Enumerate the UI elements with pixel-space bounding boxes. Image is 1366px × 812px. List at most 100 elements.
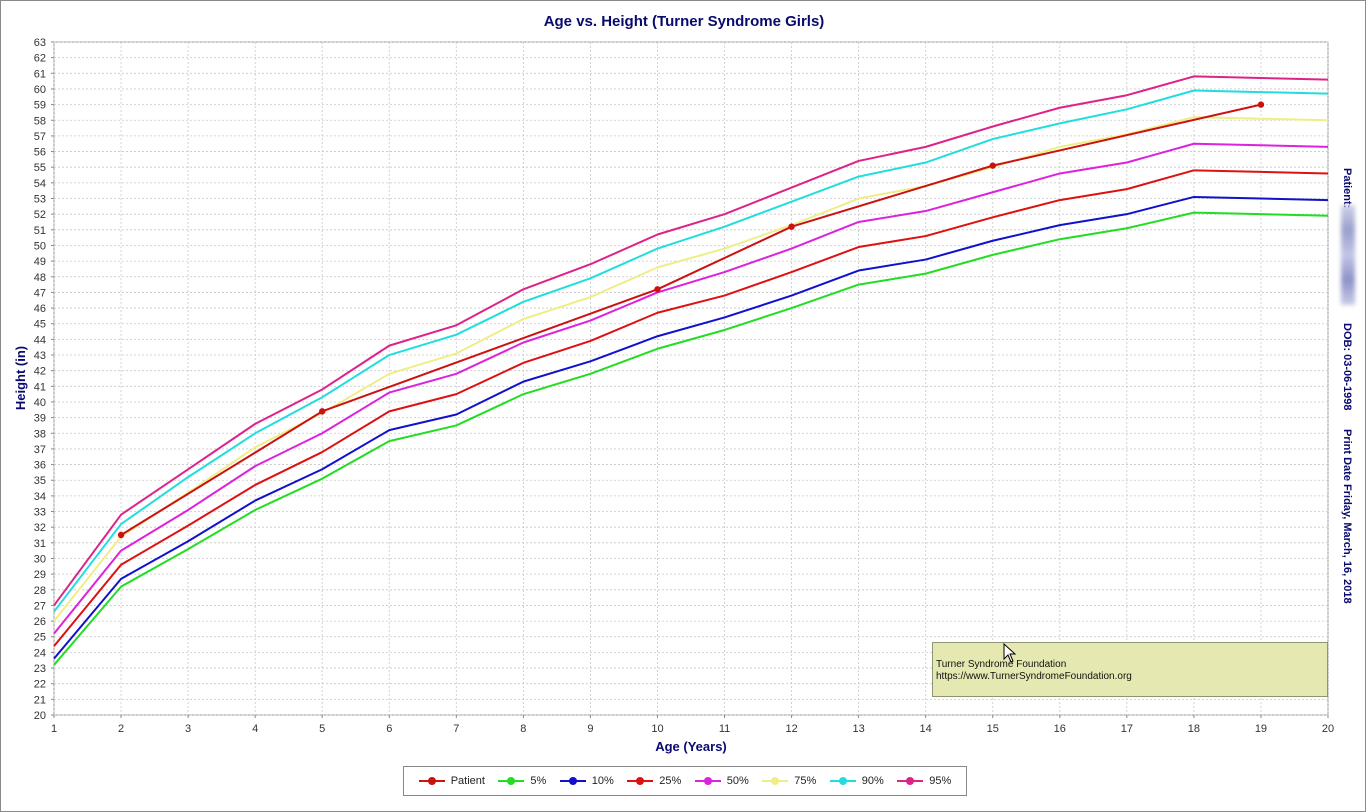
x-tick-label: 4	[252, 723, 258, 735]
y-tick-label: 36	[34, 460, 46, 472]
patient-series	[117, 101, 1265, 539]
x-tick-label: 5	[319, 723, 325, 735]
x-tick-label: 19	[1255, 723, 1267, 735]
legend-swatch	[498, 776, 525, 786]
legend-label: 10%	[591, 775, 614, 787]
y-tick-label: 37	[34, 444, 46, 456]
patient-line	[120, 103, 1262, 536]
dob-label: DOB: 03-06-1998	[1341, 323, 1353, 410]
legend-item: 95%	[897, 775, 951, 787]
redacted-patient-name	[1341, 205, 1355, 305]
x-tick-label: 15	[987, 723, 999, 735]
y-tick-label: 60	[34, 84, 46, 96]
y-tick-label: 29	[34, 569, 46, 581]
legend-label: Patient	[450, 775, 485, 787]
y-tick-label: 26	[34, 616, 46, 628]
y-tick-label: 33	[34, 507, 46, 519]
y-axis-ticks: 20 21 22 23 24 25 26 27 28 29 30 31 32 33 34 35 36 37 38 39…	[34, 37, 54, 722]
x-tick-label: 16	[1054, 723, 1066, 735]
legend-item: 90%	[829, 775, 884, 787]
series-lines	[53, 75, 1329, 666]
print-date-label: Print Date Friday, March, 16, 2018	[1341, 429, 1353, 604]
y-tick-label: 38	[34, 428, 46, 440]
y-tick-label: 59	[34, 100, 46, 112]
y-tick-label: 44	[34, 334, 46, 346]
legend-label: 90%	[861, 775, 884, 787]
y-tick-label: 54	[34, 178, 46, 190]
plot-area	[53, 41, 1329, 716]
y-tick-label: 21	[34, 694, 46, 706]
series-line-75pct	[53, 116, 1329, 622]
foundation-annotation-box: Turner Syndrome Foundation https://www.T…	[932, 642, 1328, 697]
x-tick-label: 20	[1322, 723, 1334, 735]
y-tick-label: 56	[34, 147, 46, 159]
legend-swatch	[694, 776, 721, 786]
y-tick-label: 48	[34, 272, 46, 284]
legend-item: 25%	[627, 775, 681, 787]
y-tick-label: 43	[34, 350, 46, 362]
patient-point	[654, 286, 661, 293]
y-tick-label: 47	[34, 287, 46, 299]
legend-item: 5%	[498, 775, 546, 787]
patient-label: Patient:	[1341, 168, 1353, 208]
y-tick-label: 62	[34, 53, 46, 65]
x-tick-label: 3	[185, 723, 191, 735]
y-tick-label: 24	[34, 647, 46, 659]
legend-swatch	[897, 776, 924, 786]
x-tick-label: 11	[719, 723, 730, 735]
y-tick-label: 49	[34, 256, 46, 268]
legend-label: 25%	[659, 775, 682, 787]
legend-label: 50%	[726, 775, 749, 787]
x-tick-label: 17	[1121, 723, 1133, 735]
y-tick-label: 39	[34, 413, 46, 425]
y-tick-label: 32	[34, 522, 46, 534]
y-tick-label: 46	[34, 303, 46, 315]
patient-point	[989, 162, 996, 169]
legend-item: Patient	[418, 775, 485, 787]
x-tick-label: 2	[118, 723, 124, 735]
patient-point	[1257, 101, 1265, 108]
y-tick-label: 61	[34, 68, 46, 80]
y-tick-label: 22	[34, 679, 46, 691]
y-tick-label: 55	[34, 162, 46, 174]
x-axis-label: Age (Years)	[655, 739, 727, 754]
x-tick-label: 18	[1188, 723, 1200, 735]
legend-label: 95%	[929, 775, 952, 787]
legend-swatch	[762, 776, 789, 786]
legend-swatch	[627, 776, 654, 786]
x-tick-label: 14	[920, 723, 932, 735]
y-tick-label: 51	[34, 225, 46, 237]
legend-label: 5%	[530, 775, 547, 787]
series-line-25pct	[53, 169, 1329, 647]
y-tick-label: 52	[34, 209, 46, 221]
y-tick-label: 45	[34, 319, 46, 331]
legend-item: 50%	[694, 775, 749, 787]
series-line-95pct	[53, 75, 1329, 607]
patient-point	[319, 408, 326, 415]
legend-item: 10%	[559, 775, 614, 787]
x-tick-label: 8	[520, 723, 526, 735]
y-tick-label: 35	[34, 475, 46, 487]
annotation-line-2: https://www.TurnerSyndromeFoundation.org	[936, 671, 1132, 682]
x-tick-label: 7	[453, 723, 459, 735]
patient-point	[788, 223, 795, 230]
y-tick-label: 23	[34, 663, 46, 675]
legend-swatch	[829, 776, 856, 786]
legend-swatch	[559, 776, 586, 786]
legend-item: 75%	[762, 775, 816, 787]
series-line-50pct	[53, 142, 1329, 635]
x-tick-label: 12	[785, 723, 797, 735]
x-tick-label: 9	[587, 723, 593, 735]
mouse-pointer-icon	[1003, 643, 1017, 663]
series-line-5pct	[53, 211, 1329, 666]
x-tick-label: 13	[853, 723, 865, 735]
y-tick-label: 28	[34, 585, 46, 597]
y-tick-label: 63	[34, 37, 46, 49]
y-axis-label: Height (in)	[13, 346, 28, 410]
y-tick-label: 41	[34, 381, 46, 393]
y-tick-label: 40	[34, 397, 46, 409]
series-line-10pct	[53, 195, 1329, 660]
y-tick-label: 42	[34, 366, 46, 378]
y-tick-label: 50	[34, 240, 46, 252]
y-tick-label: 27	[34, 600, 46, 612]
